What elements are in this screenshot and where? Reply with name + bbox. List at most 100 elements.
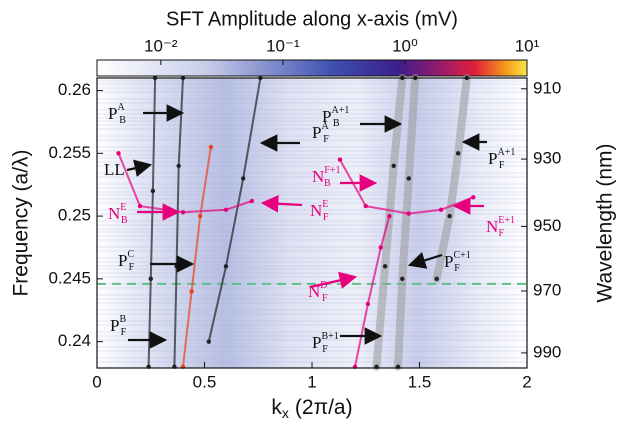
band-point bbox=[438, 207, 444, 213]
colorbar-tick-label: 10¹ bbox=[515, 36, 540, 55]
band-point bbox=[249, 198, 254, 204]
annotation: PC F bbox=[118, 249, 135, 273]
annotation-base: LL bbox=[104, 160, 125, 179]
y-axis-label: Frequency (a/λ) bbox=[10, 149, 33, 296]
annotation-base: P bbox=[108, 104, 117, 123]
x-tick-label: 0 bbox=[92, 372, 101, 391]
y2-tick-label: 990 bbox=[533, 342, 561, 361]
band-point bbox=[180, 210, 186, 215]
x-tick-label: 1 bbox=[307, 372, 316, 391]
band-point bbox=[148, 276, 153, 282]
annotation-sup: E bbox=[322, 199, 328, 210]
x-axis-label-unit: (2π/a) bbox=[295, 396, 353, 419]
x-axis-label-sub: x bbox=[282, 405, 289, 421]
colorbar-tick-label: 10⁻¹ bbox=[266, 36, 300, 55]
annotation-sup: E bbox=[120, 202, 126, 213]
colorbar bbox=[96, 59, 528, 77]
annotation-sub: F bbox=[323, 134, 329, 145]
band-point bbox=[137, 203, 143, 209]
annotation-base: P bbox=[312, 333, 321, 352]
band-point bbox=[387, 213, 392, 219]
y-tick-label: 0.245 bbox=[48, 268, 91, 287]
annotation-base: P bbox=[110, 316, 119, 335]
annotation-sup: A bbox=[117, 102, 125, 113]
annotation-arrow bbox=[260, 195, 303, 213]
y2-tick-label: 910 bbox=[533, 78, 561, 97]
band-point bbox=[406, 211, 411, 216]
band-point bbox=[471, 195, 476, 200]
annotation-base: N bbox=[310, 201, 322, 220]
annotation: NE F bbox=[310, 199, 329, 223]
band-line bbox=[182, 146, 212, 368]
annotation: LL bbox=[104, 160, 125, 179]
annotation-sub: F bbox=[322, 344, 328, 355]
band-point bbox=[223, 264, 229, 269]
band-point bbox=[456, 151, 461, 156]
annotation: PB+1 F bbox=[312, 331, 339, 355]
band-point bbox=[208, 144, 214, 150]
colorbar-title: SFT Amplitude along x-axis (mV) bbox=[166, 8, 458, 30]
y2-tick-label: 930 bbox=[533, 149, 561, 168]
y-tick-label: 0.25 bbox=[58, 206, 91, 225]
annotation-sup: A bbox=[321, 121, 329, 132]
band-point bbox=[382, 264, 388, 269]
annotation-sub: F bbox=[499, 160, 505, 171]
annotation-base: P bbox=[488, 149, 497, 168]
annotation-sub: F bbox=[454, 263, 460, 274]
annotation-sub: F bbox=[499, 228, 505, 239]
band-point bbox=[241, 176, 246, 181]
band-point bbox=[391, 163, 396, 169]
annotation-arrow bbox=[407, 252, 443, 269]
annotation: PB F bbox=[110, 314, 127, 338]
colorbar-tick-label: 10⁻² bbox=[144, 36, 178, 55]
annotation-sub: B bbox=[333, 118, 340, 129]
x-tick-label: 0.5 bbox=[193, 372, 217, 391]
annotation: PA F bbox=[312, 121, 329, 145]
annotation-arrow bbox=[126, 159, 153, 177]
annotation-arrow bbox=[309, 271, 358, 289]
band-point bbox=[116, 151, 121, 156]
annotation: PA B bbox=[108, 102, 126, 126]
annotation-sup: F+1 bbox=[324, 165, 340, 176]
annotation-base: N bbox=[108, 204, 120, 223]
band-line bbox=[432, 74, 471, 283]
annotation: PA+1 B bbox=[322, 105, 349, 129]
band-line bbox=[207, 77, 262, 343]
annotation-sub: B bbox=[121, 215, 128, 226]
x-tick-label: 2 bbox=[522, 372, 531, 391]
annotation-sup: B bbox=[119, 314, 126, 325]
annotation-sub: F bbox=[121, 327, 127, 338]
band-point bbox=[223, 207, 229, 213]
y-tick-label: 0.24 bbox=[58, 331, 91, 350]
annotation-sup: C bbox=[127, 249, 134, 260]
band-point bbox=[406, 176, 411, 181]
spectrum-background bbox=[97, 78, 527, 368]
annotation-sup: A+1 bbox=[331, 105, 349, 116]
annotation-sup: E+1 bbox=[498, 215, 515, 226]
band-point bbox=[447, 213, 452, 219]
annotation: NF+1 B bbox=[312, 165, 340, 189]
band-point bbox=[337, 157, 343, 162]
annotation-sub: F bbox=[129, 262, 135, 273]
annotation: PA+1 F bbox=[488, 147, 515, 171]
annotation: PC+1 F bbox=[444, 250, 471, 274]
annotation-base: N bbox=[312, 167, 324, 186]
annotation: NE B bbox=[108, 202, 128, 226]
annotation: NE+1 F bbox=[486, 215, 515, 239]
annotation-sub: B bbox=[119, 115, 126, 126]
band-point bbox=[176, 163, 181, 169]
band-point bbox=[150, 188, 156, 194]
band-point bbox=[189, 289, 194, 294]
band-line bbox=[147, 77, 157, 368]
annotation-base: P bbox=[312, 123, 321, 142]
annotation-base: N bbox=[486, 217, 498, 236]
annotation-base: P bbox=[322, 107, 331, 126]
x-tick-label: 1.5 bbox=[408, 372, 432, 391]
band-line bbox=[394, 74, 420, 371]
y2-tick-label: 950 bbox=[533, 216, 561, 235]
annotation-sup: D bbox=[320, 280, 327, 291]
x-axis-label: kx (2π/a) bbox=[271, 396, 352, 421]
annotation-sub: F bbox=[323, 212, 329, 223]
annotation-sup: B+1 bbox=[321, 331, 338, 342]
